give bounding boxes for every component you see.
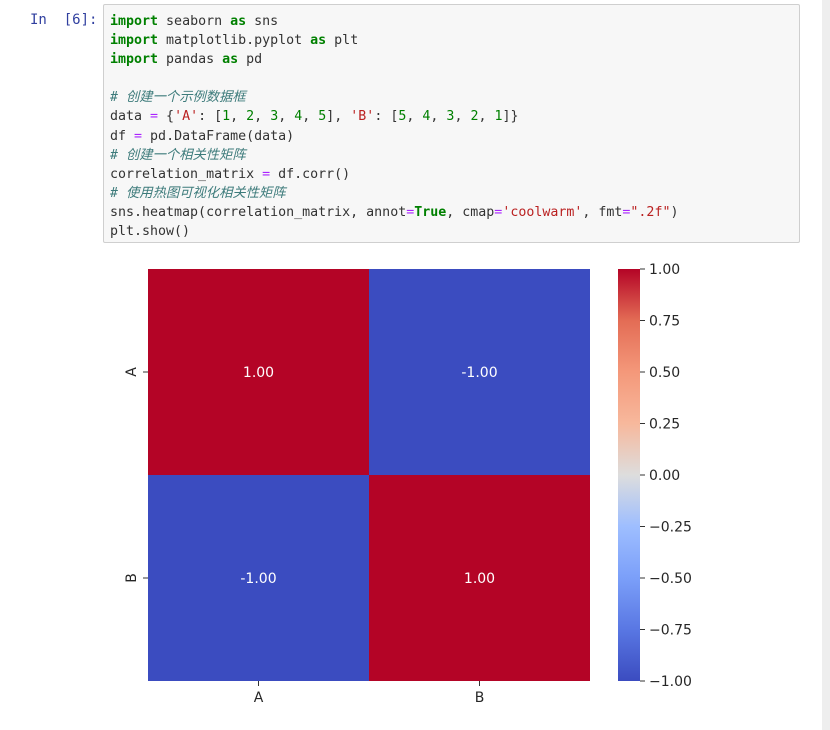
code-line: plt.show() bbox=[110, 224, 191, 240]
colorbar-tick-label: 1.00 bbox=[649, 262, 680, 278]
colorbar-tick-label: 0.75 bbox=[649, 314, 680, 330]
y-tick-label: B bbox=[124, 573, 140, 583]
colorbar bbox=[618, 269, 640, 681]
code-line: import pandas as pd bbox=[110, 52, 263, 68]
code-comment: # 创建一个示例数据框 bbox=[110, 90, 246, 106]
code-comment: # 使用热图可视化相关性矩阵 bbox=[110, 185, 286, 201]
code-comment: # 创建一个相关性矩阵 bbox=[110, 147, 246, 163]
code-line: sns.heatmap(correlation_matrix, annot=Tr… bbox=[110, 204, 679, 220]
y-tick-label: A bbox=[124, 367, 140, 377]
cell-annotation: -1.00 bbox=[240, 571, 276, 587]
heatmap-cell bbox=[148, 475, 369, 681]
x-tick-label: A bbox=[254, 690, 264, 706]
code-line: import seaborn as sns bbox=[110, 14, 279, 29]
code-editor[interactable]: import seaborn as sns import matplotlib.… bbox=[110, 12, 678, 241]
cell-annotation: 1.00 bbox=[464, 571, 495, 587]
heatmap-cell bbox=[369, 269, 590, 475]
heatmap-cell bbox=[148, 269, 369, 475]
cell-prompt: In [6]: bbox=[30, 12, 98, 28]
scrollbar-track[interactable] bbox=[822, 0, 830, 730]
colorbar-tick-label: −0.75 bbox=[649, 623, 692, 639]
code-line: correlation_matrix = df.corr() bbox=[110, 166, 351, 182]
heatmap-cell bbox=[369, 475, 590, 681]
colorbar-tick-label: 0.25 bbox=[649, 417, 680, 433]
x-tick-label: B bbox=[475, 690, 485, 706]
code-line: data = {'A': [1, 2, 3, 4, 5], 'B': [5, 4… bbox=[110, 109, 519, 125]
code-line: df = pd.DataFrame(data) bbox=[110, 128, 295, 144]
heatmap-figure: 1.00 -1.00 -1.00 1.00 A B A B 1.00 0.75 0.50 0.25… bbox=[124, 262, 692, 706]
cell-annotation: 1.00 bbox=[243, 365, 274, 381]
colorbar-tick-label: 0.50 bbox=[649, 365, 680, 381]
colorbar-tick-label: 0.00 bbox=[649, 468, 680, 484]
colorbar-tick-label: −0.50 bbox=[649, 571, 692, 587]
colorbar-tick-label: −0.25 bbox=[649, 520, 692, 536]
code-line: import matplotlib.pyplot as plt bbox=[110, 33, 359, 49]
cell-annotation: -1.00 bbox=[461, 365, 497, 381]
colorbar-tick-label: −1.00 bbox=[649, 674, 692, 690]
code-cell-input[interactable]: import seaborn as sns import matplotlib.… bbox=[103, 4, 800, 243]
cell-output: 1.00 -1.00 -1.00 1.00 A B A B 1.00 0.75 0.50 0.25… bbox=[100, 255, 800, 725]
